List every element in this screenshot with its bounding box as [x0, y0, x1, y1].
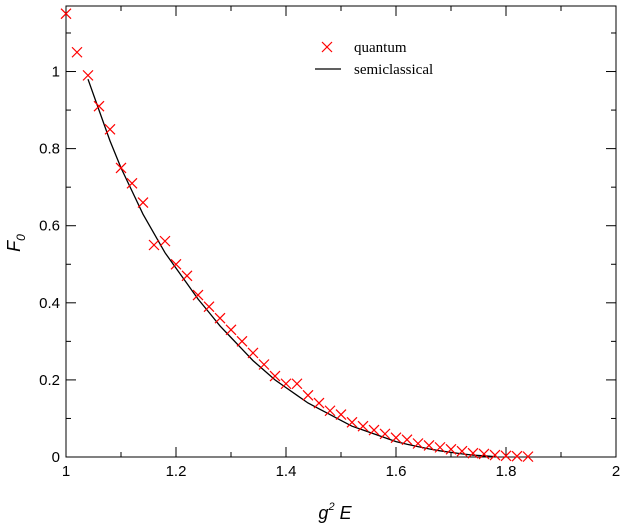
- quantum-point: [412, 438, 424, 449]
- x-axis: 1 1.2 1.4 1.6 1.8 2: [62, 6, 620, 480]
- x-tick-label: 1.4: [276, 463, 297, 480]
- y-axis-title: F0: [4, 234, 28, 252]
- x-tick-label: 1.6: [386, 463, 407, 480]
- quantum-point: [324, 405, 336, 417]
- y-tick-label: 0.4: [39, 295, 60, 312]
- quantum-point: [126, 177, 138, 189]
- legend-marker-quantum: [321, 41, 333, 53]
- y-axis: 0 0.2 0.4 0.6 0.8 1: [39, 32, 616, 466]
- y-tick-label: 0.6: [39, 218, 60, 235]
- quantum-point: [456, 445, 468, 457]
- y-tick-label: 0: [52, 449, 60, 466]
- quantum-point: [357, 420, 369, 432]
- quantum-point: [93, 100, 105, 112]
- quantum-point: [159, 235, 171, 247]
- y-tick-label: 1: [52, 64, 60, 81]
- quantum-point: [401, 434, 413, 446]
- plot-frame: [65, 5, 617, 458]
- quantum-point: [269, 370, 281, 382]
- y-tick-label: 0.8: [39, 141, 60, 158]
- quantum-point: [302, 389, 314, 401]
- semiclassical-line: [87, 78, 496, 458]
- quantum-point: [258, 359, 270, 370]
- quantum-point: [60, 8, 72, 20]
- quantum-point: [71, 46, 83, 58]
- semiclassical-series: [87, 78, 496, 458]
- x-tick-label: 1.8: [496, 463, 517, 480]
- quantum-point: [467, 447, 479, 459]
- quantum-point: [214, 312, 226, 324]
- x-tick-label: 2: [612, 463, 620, 480]
- quantum-point: [522, 451, 534, 463]
- quantum-point: [247, 347, 259, 359]
- quantum-point: [379, 428, 391, 440]
- quantum-point: [203, 301, 215, 313]
- quantum-point: [225, 324, 237, 336]
- legend-label-quantum: quantum: [354, 40, 407, 56]
- quantum-point: [236, 335, 248, 347]
- quantum-point: [368, 424, 380, 436]
- quantum-point: [346, 416, 358, 428]
- quantum-point: [291, 378, 303, 390]
- quantum-point: [434, 441, 446, 453]
- x-tick-label: 1.2: [166, 463, 187, 480]
- quantum-point: [280, 378, 292, 390]
- quantum-point: [489, 449, 501, 461]
- quantum-point: [445, 443, 457, 455]
- quantum-series: [60, 8, 534, 463]
- x-tick-label: 1: [62, 463, 70, 480]
- x-axis-title: g2 E: [318, 501, 352, 523]
- quantum-point: [115, 162, 127, 174]
- quantum-point: [137, 197, 149, 209]
- quantum-point: [82, 69, 94, 81]
- legend-label-semiclassical: semiclassical: [354, 62, 433, 78]
- quantum-point: [500, 450, 512, 462]
- quantum-point: [390, 432, 402, 444]
- legend: quantum semiclassical: [315, 40, 433, 78]
- quantum-point: [148, 239, 160, 251]
- quantum-point: [181, 270, 193, 282]
- quantum-point: [511, 450, 523, 462]
- y-tick-label: 0.2: [39, 372, 60, 389]
- quantum-point: [335, 409, 347, 421]
- quantum-point: [104, 123, 116, 135]
- quantum-point: [478, 448, 490, 460]
- quantum-point: [313, 397, 325, 409]
- quantum-point: [192, 289, 204, 301]
- quantum-point: [423, 440, 435, 451]
- quantum-point: [170, 258, 182, 270]
